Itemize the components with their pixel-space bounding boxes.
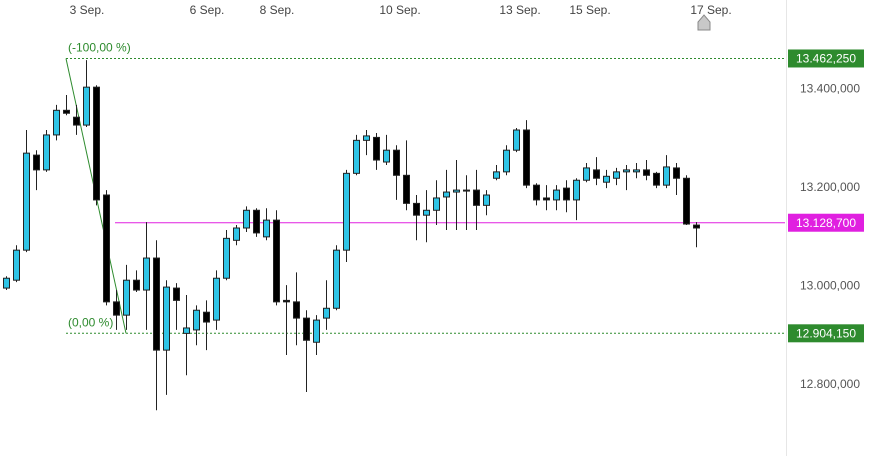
candle-body — [3, 277, 10, 289]
y-tick-label: 12.800,000 — [800, 377, 860, 391]
candle-body — [443, 191, 450, 198]
candle-body — [423, 209, 430, 216]
candle-body — [223, 237, 230, 279]
candle-body — [363, 135, 370, 141]
fib-level-label: (-100,00 %) — [68, 41, 131, 55]
candle-body — [413, 202, 420, 216]
candle-body — [523, 129, 530, 186]
time-marker — [697, 14, 711, 31]
candle-body — [333, 249, 340, 309]
price-tag — [788, 324, 864, 343]
price-tag-label: 13.128,700 — [796, 216, 856, 230]
candle-body — [143, 257, 150, 291]
y-tick-label: 13.400,000 — [800, 81, 860, 95]
candle-body — [373, 136, 380, 161]
candle-body — [303, 317, 310, 341]
candle-body — [513, 129, 520, 151]
price-tag — [788, 213, 864, 232]
candle-body — [543, 197, 550, 201]
candle-body — [593, 169, 600, 179]
candle-body — [73, 116, 80, 126]
candle-body — [563, 187, 570, 201]
candle-body — [653, 172, 660, 186]
candle-body — [613, 171, 620, 179]
candle-body — [103, 194, 110, 303]
candle-body — [293, 301, 300, 319]
candle-body — [83, 86, 90, 126]
candle-body — [173, 287, 180, 301]
candle-body — [153, 257, 160, 351]
candle-body — [493, 171, 500, 179]
candle-body — [203, 311, 210, 323]
candle-body — [63, 109, 70, 114]
candle-body — [283, 299, 290, 303]
candle-body — [243, 209, 250, 229]
candle-body — [33, 154, 40, 171]
price-tag-label: 13.462,250 — [796, 52, 856, 66]
y-tick-label: 13.000,000 — [800, 278, 860, 292]
candle-body — [113, 301, 120, 316]
candle-body — [323, 307, 330, 319]
candle-body — [183, 327, 190, 334]
candle-body — [403, 174, 410, 204]
candle-body — [313, 319, 320, 343]
candle-body — [383, 149, 390, 163]
candle-body — [43, 134, 50, 171]
candle-body — [603, 175, 610, 183]
candle-body — [683, 177, 690, 225]
candle-body — [53, 109, 60, 136]
fib-level-label: (0,00 %) — [68, 315, 113, 329]
candle-body — [393, 149, 400, 176]
candle-body — [163, 286, 170, 351]
x-tick-label: 8 Sep. — [260, 3, 295, 17]
candle-body — [353, 139, 360, 174]
candle-body — [123, 279, 130, 316]
candle-body — [633, 169, 640, 173]
price-tag — [788, 49, 864, 68]
x-tick-label: 15 Sep. — [569, 3, 610, 17]
candle-body — [693, 224, 700, 229]
candle-body — [433, 197, 440, 211]
candle-body — [273, 219, 280, 303]
x-tick-label: 3 Sep. — [70, 3, 105, 17]
candle-body — [343, 172, 350, 251]
candle-body — [213, 277, 220, 321]
x-tick-label: 13 Sep. — [499, 3, 540, 17]
candle-body — [193, 309, 200, 331]
candle-body — [263, 219, 270, 238]
x-tick-label: 6 Sep. — [190, 3, 225, 17]
candle-body — [23, 152, 30, 251]
candle-body — [463, 189, 470, 192]
candle-body — [643, 169, 650, 176]
candle-body — [573, 179, 580, 201]
x-tick-label: 10 Sep. — [379, 3, 420, 17]
candle-body — [663, 166, 670, 186]
candle-body — [233, 227, 240, 241]
price-tag-label: 12.904,150 — [796, 326, 856, 340]
x-tick-label: 17 Sep. — [690, 3, 731, 17]
candle-body — [483, 194, 490, 206]
candle-body — [473, 189, 480, 206]
candle-body — [673, 167, 680, 179]
y-tick-label: 13.200,000 — [800, 180, 860, 194]
candle-body — [93, 86, 100, 201]
candle-body — [623, 169, 630, 173]
candle-body — [453, 189, 460, 193]
candle-body — [583, 167, 590, 181]
candle-body — [253, 209, 260, 234]
candle-body — [553, 189, 560, 201]
candle-body — [133, 279, 140, 291]
candle-body — [503, 149, 510, 173]
candle-body — [533, 184, 540, 201]
candle-body — [13, 249, 20, 281]
